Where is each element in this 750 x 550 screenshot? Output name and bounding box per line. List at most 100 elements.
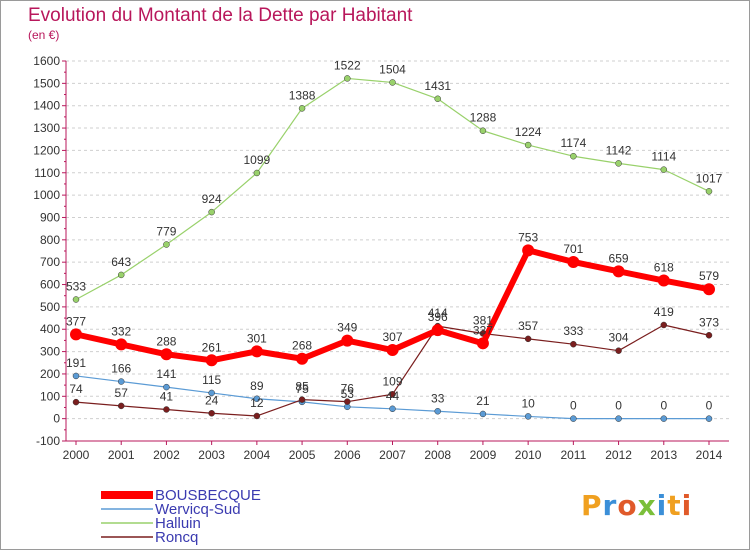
legend-entry: Halluin xyxy=(155,515,201,532)
data-label: 141 xyxy=(156,367,176,381)
data-point xyxy=(476,337,489,350)
legend-entry: BOUSBECQUE xyxy=(155,487,261,504)
data-label: 1224 xyxy=(515,125,542,139)
data-label: 533 xyxy=(66,280,86,294)
x-tick-label: 2002 xyxy=(153,448,180,462)
y-tick-label: 100 xyxy=(40,389,60,403)
data-point xyxy=(163,406,170,413)
data-label: 0 xyxy=(660,399,667,413)
data-label: 301 xyxy=(247,331,267,345)
data-point xyxy=(705,188,713,195)
data-point xyxy=(163,241,170,248)
data-label: 618 xyxy=(654,261,674,275)
x-tick-label: 2014 xyxy=(696,448,723,462)
y-tick-label: 0 xyxy=(53,412,60,426)
data-point xyxy=(705,332,713,339)
data-point xyxy=(115,338,128,351)
logo-letter: i xyxy=(681,489,693,522)
y-tick-label: 1600 xyxy=(33,54,60,68)
logo-letter: i xyxy=(656,489,668,522)
data-point xyxy=(524,141,532,149)
data-label: 53 xyxy=(341,387,355,401)
chart-subtitle: (en €) xyxy=(28,28,60,42)
data-point xyxy=(250,345,263,358)
data-point xyxy=(253,169,261,177)
data-label: 0 xyxy=(615,399,622,413)
data-point xyxy=(615,160,622,167)
x-tick-label: 2008 xyxy=(424,448,451,462)
data-label: 191 xyxy=(66,356,86,370)
data-point xyxy=(479,127,487,134)
data-label: 41 xyxy=(160,389,174,403)
data-point xyxy=(163,383,170,391)
data-label: 396 xyxy=(428,310,448,324)
x-tick-label: 2012 xyxy=(605,448,632,462)
x-tick-label: 2000 xyxy=(63,448,90,462)
y-tick-label: 1200 xyxy=(33,143,60,157)
data-label: 357 xyxy=(518,319,538,333)
logo-letter: o xyxy=(617,489,638,522)
data-point xyxy=(660,415,668,422)
data-point xyxy=(567,255,580,268)
data-label: 33 xyxy=(431,391,445,405)
data-label: 1388 xyxy=(289,88,316,102)
x-tick-label: 2007 xyxy=(379,448,406,462)
legend-entry: Roncq xyxy=(155,529,198,546)
data-label: 419 xyxy=(654,305,674,319)
y-tick-label: 500 xyxy=(40,300,60,314)
data-point xyxy=(72,372,80,380)
data-label: 268 xyxy=(292,339,312,353)
x-tick-label: 2013 xyxy=(650,448,677,462)
y-tick-label: 1300 xyxy=(33,121,60,135)
y-tick-label: 200 xyxy=(40,367,60,381)
data-label: 85 xyxy=(295,380,309,394)
data-label: 643 xyxy=(111,255,131,269)
data-point xyxy=(524,413,532,420)
data-point xyxy=(208,410,215,417)
data-label: 1174 xyxy=(560,136,586,150)
data-point xyxy=(386,344,399,357)
data-label: 373 xyxy=(699,315,719,329)
data-label: 74 xyxy=(69,382,83,396)
data-label: 307 xyxy=(382,330,402,344)
data-point xyxy=(615,347,622,354)
data-point xyxy=(253,412,261,420)
data-label: 1017 xyxy=(696,171,723,185)
data-label: 349 xyxy=(337,321,357,335)
x-tick-label: 2004 xyxy=(244,448,271,462)
data-point xyxy=(253,395,261,403)
data-label: 304 xyxy=(609,331,629,345)
data-point xyxy=(434,95,441,103)
data-point xyxy=(434,408,441,415)
data-point xyxy=(117,402,125,410)
data-label: 1099 xyxy=(244,153,271,167)
data-label: 288 xyxy=(156,334,176,348)
data-point xyxy=(479,410,487,418)
data-label: 0 xyxy=(706,399,713,413)
x-tick-label: 2003 xyxy=(198,448,225,462)
data-label: 1142 xyxy=(606,143,632,157)
data-label: 1288 xyxy=(470,111,497,125)
data-point xyxy=(117,271,125,279)
data-point xyxy=(524,335,532,343)
data-label: 377 xyxy=(66,314,86,328)
data-point xyxy=(117,378,125,385)
data-label: 579 xyxy=(699,269,719,283)
y-tick-label: 900 xyxy=(40,210,60,224)
data-label: 57 xyxy=(115,386,129,400)
data-point xyxy=(72,398,80,406)
y-tick-label: 400 xyxy=(40,322,60,336)
data-label: 381 xyxy=(473,313,493,327)
proxiti-logo: Proxiti xyxy=(581,489,692,522)
data-label: 10 xyxy=(521,396,535,410)
data-label: 1431 xyxy=(424,79,451,93)
chart-title: Evolution du Montant de la Dette par Hab… xyxy=(28,5,413,26)
data-label: 414 xyxy=(428,306,448,320)
x-tick-label: 2011 xyxy=(560,448,586,462)
y-tick-label: 1100 xyxy=(34,166,60,180)
plot-area xyxy=(66,61,729,441)
data-point xyxy=(615,415,622,422)
data-label: 1504 xyxy=(379,62,406,76)
data-point xyxy=(341,334,354,347)
